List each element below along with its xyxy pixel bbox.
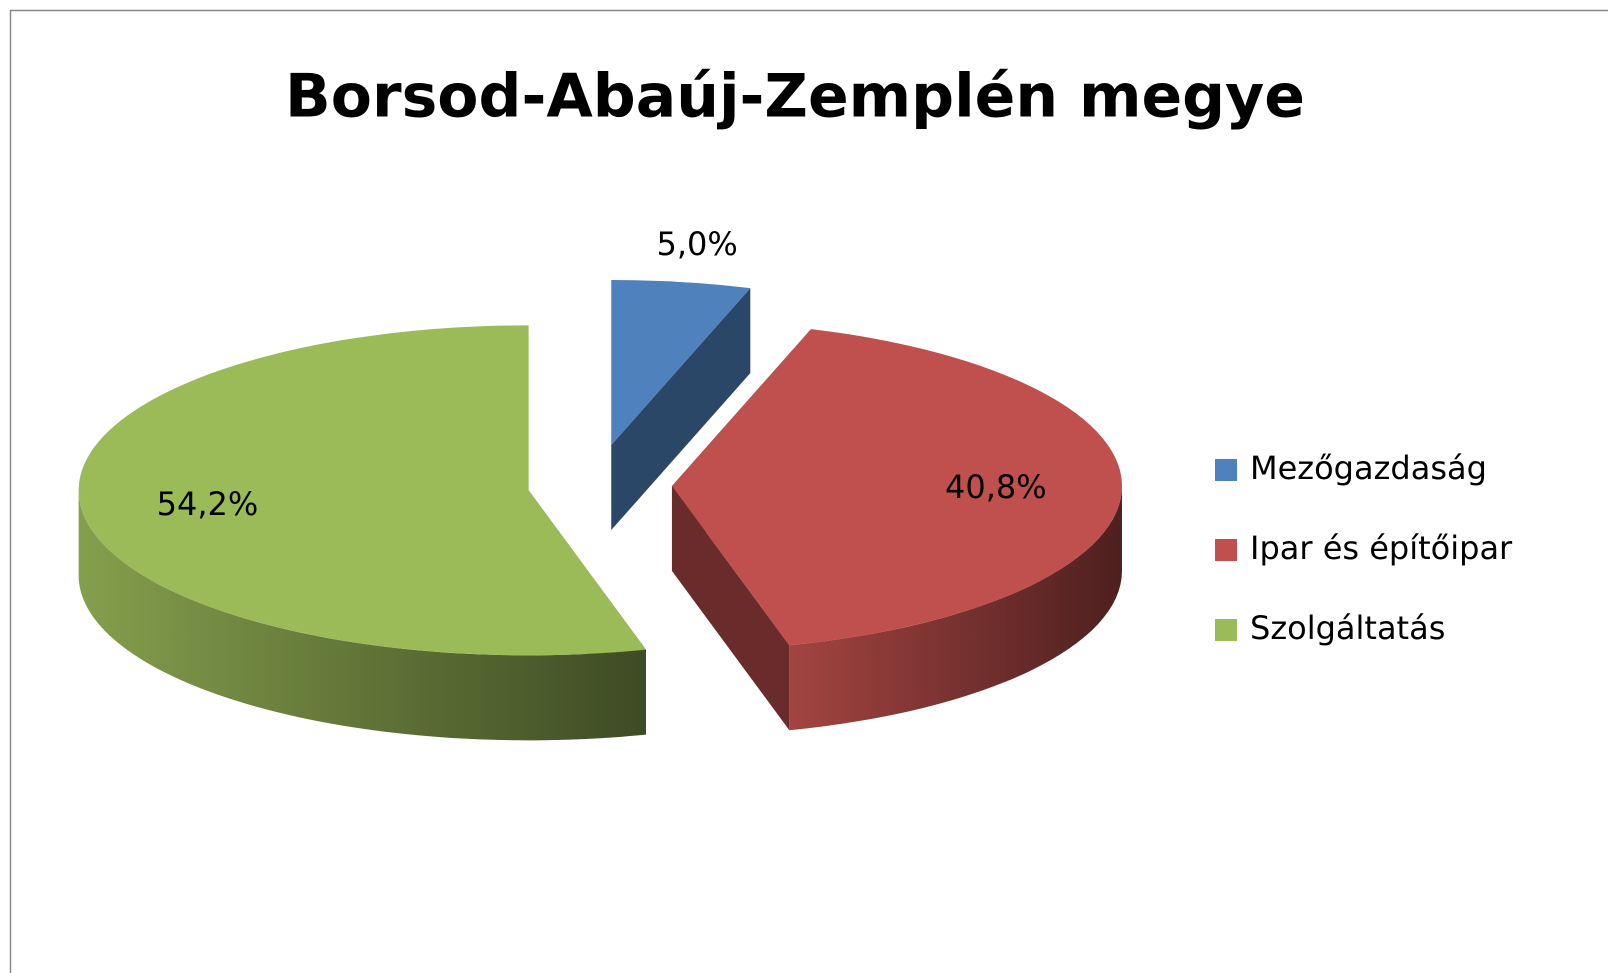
- chart-title: Borsod-Abaúj-Zemplén megye: [285, 62, 1305, 132]
- slice: [611, 279, 751, 530]
- legend-swatch: [1215, 539, 1237, 561]
- data-label: 5,0%: [656, 225, 737, 263]
- data-label: 40,8%: [945, 468, 1047, 506]
- slice: [671, 329, 1122, 731]
- slice-top: [671, 329, 1122, 646]
- legend-label: Szolgáltatás: [1250, 609, 1445, 647]
- slice-side: [611, 288, 751, 530]
- slice-top: [78, 325, 647, 656]
- legend-swatch: [1215, 619, 1237, 641]
- data-label: 54,2%: [157, 485, 259, 523]
- slice-top: [611, 279, 751, 445]
- slice: [78, 325, 647, 741]
- slice-rim: [78, 490, 647, 741]
- legend-swatch: [1215, 459, 1237, 481]
- slice-side: [671, 486, 790, 731]
- legend-label: Ipar és építőipar: [1250, 529, 1513, 567]
- slice-rim: [789, 486, 1122, 731]
- legend-label: Mezőgazdaság: [1250, 449, 1487, 487]
